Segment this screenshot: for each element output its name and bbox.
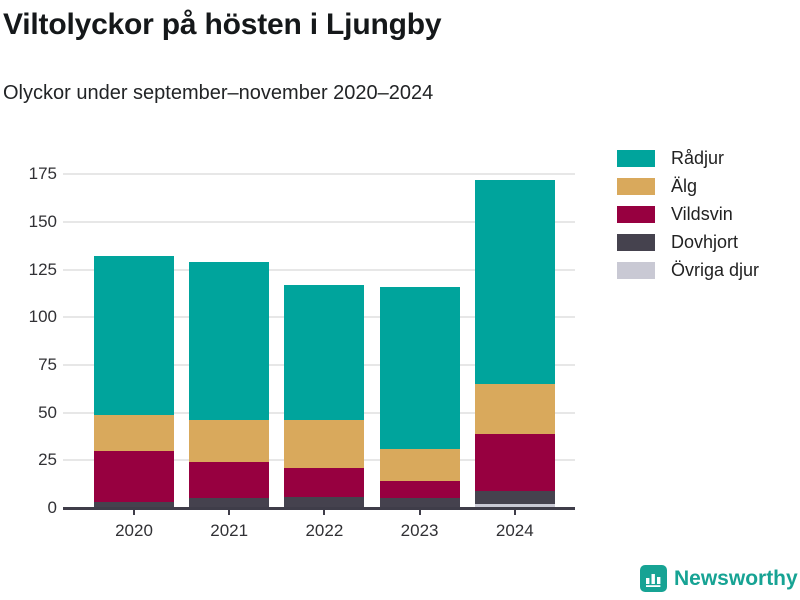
y-axis-tick-label: 75 (38, 354, 57, 374)
bar-segment-2022-rådjur (284, 284, 365, 421)
x-axis-tick-mark (418, 509, 421, 515)
brand-name: Newsworthy (674, 566, 798, 590)
legend-swatch (617, 178, 655, 195)
x-axis-tick-mark (323, 509, 326, 515)
x-axis-label-2024: 2024 (495, 521, 534, 540)
x-axis-line (63, 506, 575, 510)
x-axis-label-2020: 2020 (115, 521, 153, 540)
bar-segment-2020-älg (94, 414, 174, 451)
newsworthy-logo-icon (640, 565, 667, 592)
bar-segment-2022-älg (284, 420, 365, 468)
legend-label: Dovhjort (671, 232, 739, 252)
legend-swatch (617, 150, 655, 167)
y-axis-tick-label: 150 (28, 211, 57, 231)
y-axis-tick-label: 25 (38, 450, 57, 470)
bar-segment-2023-rådjur (379, 286, 460, 449)
gridline-y150 (63, 220, 575, 223)
legend-item-rådjur: Rådjur (617, 148, 759, 168)
legend-item-älg: Älg (617, 176, 759, 196)
chart-subtitle: Olyckor under september–november 2020–20… (3, 82, 434, 104)
y-axis-tick-label: 125 (28, 259, 57, 279)
legend-item-dovhjort: Dovhjort (617, 232, 759, 252)
bar-segment-2022-vildsvin (284, 467, 365, 497)
bar-segment-2024-rådjur (474, 180, 555, 385)
bar-segment-2021-älg (189, 420, 270, 463)
legend-item-övriga-djur: Övriga djur (617, 260, 760, 280)
legend-swatch (617, 206, 655, 223)
legend: Rådjur Älg Vildsvin Dovhjort Övriga djur (617, 148, 760, 280)
bar-segment-2021-vildsvin (189, 462, 270, 499)
bar-segment-2020-dovhjort (94, 502, 174, 508)
bar-segment-2024-övriga-djur (474, 504, 555, 508)
bar-segment-2024-dovhjort (474, 490, 555, 505)
bar-segment-2024-vildsvin (474, 433, 555, 491)
x-axis-tick-mark (133, 509, 135, 515)
bar-segment-2023-dovhjort (379, 498, 460, 508)
legend-label: Vildsvin (671, 204, 733, 224)
bar-segment-2022-dovhjort (284, 496, 365, 508)
legend-item-vildsvin: Vildsvin (617, 204, 759, 224)
brand-footer[interactable]: Newsworthy (640, 565, 798, 592)
bar-segment-2021-dovhjort (189, 498, 270, 508)
y-axis-tick-label: 175 (28, 164, 57, 184)
bar-segment-2021-rådjur (189, 262, 270, 421)
x-axis-tick-mark (513, 509, 516, 515)
bar-segment-2024-älg (474, 384, 555, 434)
legend-label: Rådjur (671, 148, 725, 168)
gridline-y175 (63, 173, 575, 176)
y-axis-tick-label: 0 (47, 498, 57, 517)
bar-segment-2020-rådjur (94, 256, 174, 415)
legend-swatch (617, 234, 655, 251)
legend-swatch (617, 262, 655, 279)
gridline-y125 (63, 268, 575, 271)
chart-title: Viltolyckor på hösten i Ljungby (3, 8, 442, 41)
x-axis-label-2021: 2021 (210, 521, 249, 540)
legend-label: Älg (671, 176, 698, 196)
bar-segment-2023-älg (379, 448, 460, 482)
x-axis-tick-mark (228, 509, 231, 515)
y-axis-tick-label: 50 (38, 402, 57, 422)
x-axis-label-2023: 2023 (400, 521, 439, 540)
y-axis-tick-label: 100 (28, 307, 57, 327)
bar-segment-2023-vildsvin (379, 481, 460, 499)
bar-segment-2020-vildsvin (94, 450, 174, 503)
legend-label: Övriga djur (671, 260, 760, 280)
x-axis-label-2022: 2022 (305, 521, 344, 540)
